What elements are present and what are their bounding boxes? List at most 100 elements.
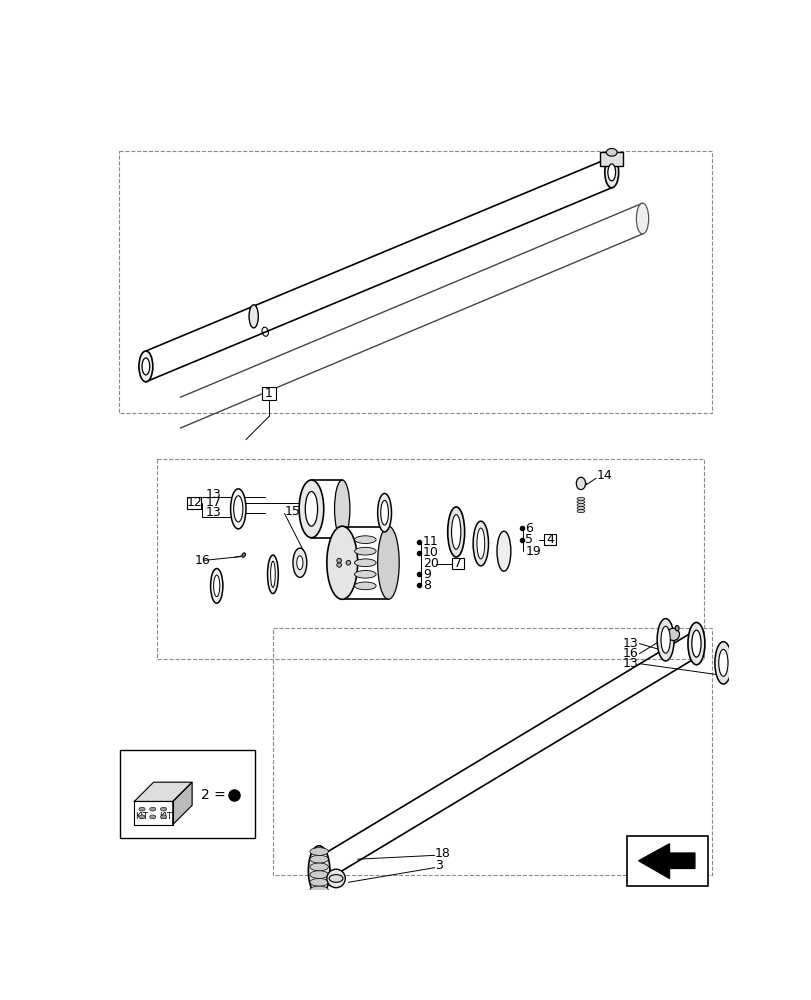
Text: 9: 9 [423, 568, 431, 581]
Ellipse shape [310, 848, 328, 855]
Ellipse shape [354, 559, 375, 567]
Ellipse shape [576, 477, 585, 490]
Bar [118, 151, 711, 413]
Ellipse shape [305, 492, 317, 526]
Ellipse shape [577, 510, 584, 513]
Ellipse shape [380, 500, 388, 525]
Ellipse shape [139, 807, 145, 811]
Ellipse shape [270, 561, 275, 587]
Ellipse shape [691, 630, 700, 657]
Ellipse shape [577, 500, 584, 503]
Ellipse shape [139, 351, 152, 382]
Bar [262, 387, 276, 400]
Ellipse shape [447, 507, 464, 557]
Bar [120, 750, 255, 838]
Text: 15: 15 [284, 505, 300, 518]
Bar [543, 534, 556, 545]
Text: 13: 13 [622, 637, 638, 650]
Ellipse shape [656, 619, 673, 661]
Ellipse shape [496, 531, 510, 571]
Text: KIT: KIT [135, 812, 148, 821]
Text: 4: 4 [546, 533, 553, 546]
Text: 5: 5 [525, 533, 533, 546]
Ellipse shape [310, 871, 328, 878]
Ellipse shape [334, 480, 350, 538]
Ellipse shape [149, 815, 156, 819]
Ellipse shape [210, 569, 222, 603]
Text: KIT: KIT [158, 812, 171, 821]
Text: 20: 20 [423, 557, 439, 570]
Text: 11: 11 [423, 535, 438, 548]
Ellipse shape [604, 157, 618, 188]
Ellipse shape [308, 846, 329, 896]
Ellipse shape [139, 815, 145, 819]
Text: 13: 13 [206, 506, 221, 519]
Ellipse shape [636, 203, 648, 234]
Ellipse shape [310, 855, 328, 863]
Text: 14: 14 [595, 469, 611, 482]
Text: 19: 19 [525, 545, 541, 558]
Ellipse shape [161, 815, 166, 819]
Ellipse shape [297, 556, 303, 570]
Text: 2 =: 2 = [201, 788, 230, 802]
Bar [187, 497, 201, 509]
Ellipse shape [328, 875, 342, 882]
Ellipse shape [354, 570, 375, 578]
Ellipse shape [577, 503, 584, 507]
Ellipse shape [242, 553, 245, 557]
Text: 18: 18 [434, 847, 450, 860]
Ellipse shape [354, 536, 375, 544]
Text: 8: 8 [423, 579, 431, 592]
Polygon shape [134, 782, 192, 801]
Ellipse shape [714, 642, 731, 684]
Ellipse shape [310, 863, 328, 871]
Ellipse shape [377, 493, 391, 532]
Ellipse shape [473, 521, 488, 566]
Ellipse shape [298, 480, 324, 538]
Text: 16: 16 [622, 647, 638, 660]
Ellipse shape [577, 497, 584, 500]
Ellipse shape [718, 649, 727, 676]
Ellipse shape [142, 358, 149, 375]
Bar [599, 152, 623, 166]
Ellipse shape [607, 164, 615, 181]
Ellipse shape [249, 305, 258, 328]
Text: 17: 17 [206, 496, 221, 509]
Ellipse shape [354, 547, 375, 555]
Bar [626, 836, 707, 886]
Bar [451, 558, 463, 569]
Text: 10: 10 [423, 546, 439, 559]
Ellipse shape [310, 878, 328, 886]
Ellipse shape [606, 148, 616, 156]
Bar [272, 628, 711, 875]
Ellipse shape [234, 496, 242, 522]
Ellipse shape [687, 622, 704, 665]
Ellipse shape [675, 626, 678, 631]
Ellipse shape [310, 886, 328, 894]
Ellipse shape [213, 575, 220, 597]
Circle shape [337, 563, 341, 567]
Text: 13: 13 [206, 488, 221, 501]
Ellipse shape [577, 507, 584, 510]
Text: 3: 3 [434, 859, 442, 872]
Text: 12: 12 [187, 496, 202, 509]
Ellipse shape [451, 515, 461, 549]
Circle shape [345, 560, 350, 565]
Ellipse shape [230, 489, 246, 529]
Text: 13: 13 [622, 657, 638, 670]
Ellipse shape [327, 526, 357, 599]
Ellipse shape [377, 526, 399, 599]
Ellipse shape [476, 528, 484, 559]
Text: 7: 7 [453, 557, 461, 570]
Bar [157, 459, 703, 659]
Ellipse shape [660, 626, 669, 653]
Text: 1: 1 [265, 387, 272, 400]
Circle shape [326, 869, 345, 888]
Polygon shape [173, 782, 192, 825]
Ellipse shape [149, 807, 156, 811]
Polygon shape [638, 844, 694, 878]
Ellipse shape [293, 548, 307, 577]
Text: 16: 16 [194, 554, 210, 567]
Circle shape [337, 558, 341, 563]
Ellipse shape [161, 807, 166, 811]
